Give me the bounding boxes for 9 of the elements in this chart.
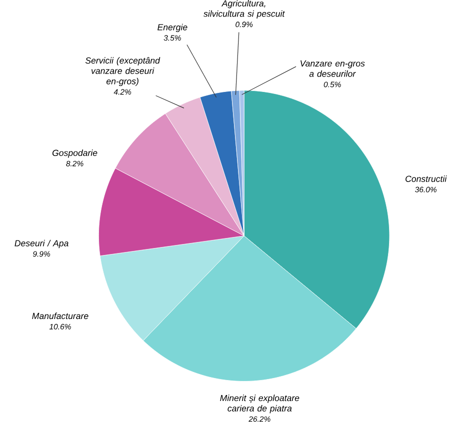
- slice-label: Agricultura, silvicultura si pescuit: [204, 0, 285, 19]
- slice-label: Vanzare en-gros a deseurilor: [300, 60, 365, 77]
- slice-label: Constructii: [406, 176, 447, 182]
- slice-label: Minerit și exploatare cariera de piatra: [220, 394, 300, 414]
- slice-label: Manufacturare: [32, 312, 88, 320]
- slice-label: Gospodarie: [52, 150, 98, 158]
- slice-label: Deseuri / Apa: [14, 240, 68, 248]
- slice-label: Energie: [158, 24, 188, 32]
- slice-label: Servicii (exceptând vanzare deseuri en-gros): [85, 57, 160, 86]
